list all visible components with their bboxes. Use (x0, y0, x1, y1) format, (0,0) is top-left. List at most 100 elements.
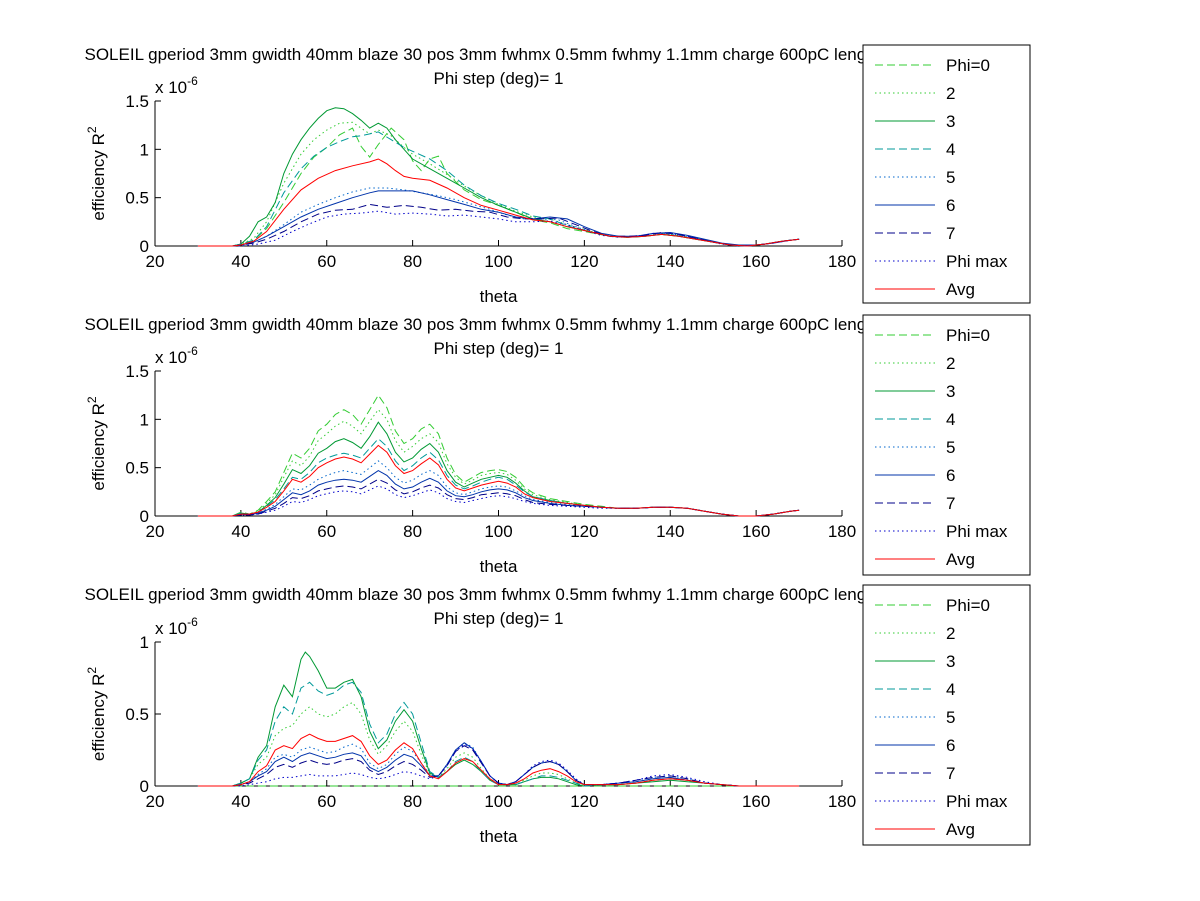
x-tick-label: 160 (742, 252, 770, 271)
series-line-9 (197, 733, 800, 787)
x-tick-label: 60 (317, 522, 336, 541)
x-tick-label: 140 (656, 522, 684, 541)
y-axis-label-power: 2 (85, 396, 99, 403)
x-tick-label: 180 (828, 252, 856, 271)
y-exponent-base: x 10 (155, 78, 187, 97)
x-tick-label: 120 (570, 522, 598, 541)
x-tick-label: 160 (742, 792, 770, 811)
x-tick-label: 120 (570, 252, 598, 271)
legend-entry: 3 (946, 382, 955, 401)
legend-entry: 2 (946, 354, 955, 373)
legend-entry: 3 (946, 652, 955, 671)
legend-entry: 4 (946, 680, 955, 699)
legend-entry: 7 (946, 224, 955, 243)
legend-entry: Phi max (946, 522, 1008, 541)
x-tick-label: 160 (742, 522, 770, 541)
y-axis-label-text: efficiency R (89, 674, 108, 762)
y-tick-label: 1.5 (125, 362, 149, 381)
x-tick-label: 100 (484, 522, 512, 541)
series-line-8 (197, 210, 800, 247)
legend-box (862, 44, 1031, 304)
y-axis-label-text: efficiency R (89, 133, 108, 221)
chart-title: SOLEIL gperiod 3mm gwidth 40mm blaze 30 … (84, 585, 912, 604)
x-tick-label: 60 (317, 792, 336, 811)
x-tick-label: 180 (828, 522, 856, 541)
y-tick-label: 0.5 (125, 189, 149, 208)
series-line-5 (197, 742, 800, 787)
y-tick-label: 1.5 (125, 92, 149, 111)
series-line-6 (197, 190, 800, 247)
y-tick-label: 1 (140, 633, 149, 652)
series-line-2 (197, 701, 800, 787)
legend-entry: Phi=0 (946, 596, 990, 615)
series-line-7 (197, 745, 800, 787)
x-tick-label: 20 (146, 792, 165, 811)
legend-entry: Avg (946, 550, 975, 569)
series-line-4 (197, 681, 800, 787)
legend-box (862, 584, 1031, 846)
y-axis-label: efficiency R2 (85, 667, 108, 762)
y-axis-label-text: efficiency R (89, 403, 108, 491)
series-line-8 (197, 485, 800, 517)
legend-entry: Phi=0 (946, 326, 990, 345)
series-line-4 (197, 131, 800, 247)
x-tick-label: 40 (231, 252, 250, 271)
legend-entry: 6 (946, 466, 955, 485)
x-tick-label: 100 (484, 252, 512, 271)
chart-panel-3: SOLEIL gperiod 3mm gwidth 40mm blaze 30 … (84, 584, 1031, 846)
x-tick-label: 20 (146, 522, 165, 541)
legend-entry: 3 (946, 112, 955, 131)
y-exponent: x 10-6 (155, 344, 198, 367)
legend-entry: 4 (946, 140, 955, 159)
x-tick-label: 40 (231, 522, 250, 541)
legend-entry: Avg (946, 280, 975, 299)
legend-entry: 2 (946, 624, 955, 643)
y-exponent: x 10-6 (155, 615, 198, 638)
legend-entry: 2 (946, 84, 955, 103)
chart-panel-1: SOLEIL gperiod 3mm gwidth 40mm blaze 30 … (84, 44, 1031, 306)
series-line-8 (197, 743, 800, 787)
series-line-9 (197, 158, 800, 247)
x-tick-label: 60 (317, 252, 336, 271)
x-tick-label: 80 (403, 522, 422, 541)
y-tick-label: 0 (140, 507, 149, 526)
series-line-1 (197, 394, 800, 517)
series-line-9 (197, 444, 800, 517)
legend-entry: 5 (946, 708, 955, 727)
chart-subtitle: Phi step (deg)= 1 (434, 609, 564, 628)
series-line-5 (197, 187, 800, 247)
y-tick-label: 1 (140, 140, 149, 159)
y-axis-label-power: 2 (85, 126, 99, 133)
legend-box (862, 314, 1031, 576)
x-tick-label: 120 (570, 792, 598, 811)
y-exponent-base: x 10 (155, 619, 187, 638)
legend-entry: 6 (946, 736, 955, 755)
x-tick-label: 40 (231, 792, 250, 811)
y-exponent-power: -6 (187, 615, 198, 629)
legend-entry: 7 (946, 494, 955, 513)
chart-title: SOLEIL gperiod 3mm gwidth 40mm blaze 30 … (84, 45, 912, 64)
legend-entry: 7 (946, 764, 955, 783)
x-tick-label: 80 (403, 792, 422, 811)
y-axis-label: efficiency R2 (85, 126, 108, 221)
legend-entry: Phi max (946, 252, 1008, 271)
series-line-3 (197, 651, 800, 787)
x-axis-label: theta (480, 557, 518, 576)
y-tick-label: 0 (140, 777, 149, 796)
legend-entry: 5 (946, 168, 955, 187)
series-line-2 (197, 121, 800, 247)
x-tick-label: 140 (656, 252, 684, 271)
y-exponent-power: -6 (187, 74, 198, 88)
chart-subtitle: Phi step (deg)= 1 (434, 69, 564, 88)
legend-entry: 5 (946, 438, 955, 457)
y-axis-label: efficiency R2 (85, 396, 108, 491)
legend-entry: 4 (946, 410, 955, 429)
chart-subtitle: Phi step (deg)= 1 (434, 339, 564, 358)
y-tick-label: 0.5 (125, 459, 149, 478)
legend-entry: Phi max (946, 792, 1008, 811)
y-exponent: x 10-6 (155, 74, 198, 97)
legend-entry: 6 (946, 196, 955, 215)
y-exponent-power: -6 (187, 344, 198, 358)
series-line-3 (197, 107, 800, 247)
